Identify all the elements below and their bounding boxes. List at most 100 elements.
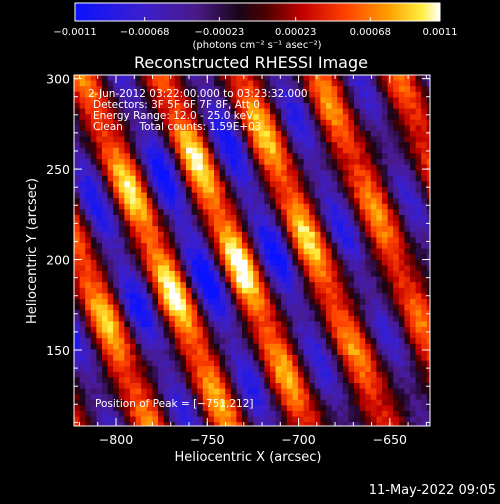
heatmap-cell: [270, 343, 276, 350]
heatmap-cell: [258, 383, 265, 389]
heatmap-cell: [303, 215, 310, 221]
heatmap-cell: [298, 237, 304, 244]
heatmap-cell: [320, 371, 327, 378]
heatmap-cell: [270, 159, 276, 165]
heatmap-cell: [382, 315, 388, 322]
heatmap-cell: [387, 215, 394, 221]
heatmap-cell: [376, 203, 383, 210]
heatmap-cell: [286, 237, 293, 244]
heatmap-cell: [102, 338, 108, 345]
heatmap-cell: [253, 231, 260, 238]
heatmap-cell: [152, 237, 159, 244]
heatmap-cell: [107, 416, 114, 423]
heatmap-cell: [314, 332, 321, 339]
heatmap-cell: [118, 75, 125, 81]
heatmap-cell: [326, 282, 332, 289]
heatmap-cell: [107, 181, 114, 188]
heatmap-cell: [410, 388, 416, 395]
heatmap-cell: [164, 428, 170, 434]
heatmap-cell: [191, 282, 198, 289]
heatmap-cell: [158, 220, 164, 227]
heatmap-cell: [270, 243, 276, 249]
heatmap-cell: [303, 304, 310, 311]
heatmap-cell: [180, 97, 187, 104]
heatmap-cell: [270, 265, 276, 272]
heatmap-cell: [387, 159, 394, 165]
heatmap-cell: [314, 405, 321, 412]
heatmap-cell: [393, 299, 400, 305]
heatmap-cell: [236, 136, 243, 143]
heatmap-cell: [174, 276, 181, 283]
heatmap-cell: [376, 131, 383, 137]
heatmap-cell: [286, 399, 293, 406]
heatmap-cell: [113, 187, 120, 193]
heatmap-cell: [258, 416, 265, 423]
heatmap-cell: [404, 383, 411, 389]
heatmap-cell: [225, 259, 232, 266]
heatmap-cell: [376, 405, 383, 412]
heatmap-cell: [275, 80, 282, 87]
heatmap-cell: [376, 282, 383, 289]
heatmap-cell: [174, 198, 181, 205]
heatmap-cell: [426, 175, 430, 182]
heatmap-cell: [421, 310, 428, 317]
heatmap-cell: [191, 153, 198, 160]
heatmap-cell: [219, 360, 226, 367]
heatmap-cell: [314, 383, 321, 389]
x-axis-label: Heliocentric X (arcsec): [175, 450, 322, 465]
heatmap-cell: [376, 91, 383, 98]
heatmap-cell: [370, 119, 377, 126]
heatmap-cell: [354, 293, 360, 300]
heatmap-cell: [359, 226, 366, 233]
heatmap-cell: [258, 198, 265, 205]
heatmap-cell: [146, 103, 153, 109]
heatmap-cell: [370, 198, 377, 205]
heatmap-cell: [264, 377, 271, 384]
heatmap-cell: [146, 147, 153, 154]
heatmap-cell: [152, 282, 159, 289]
heatmap-cell: [113, 243, 120, 249]
heatmap-cell: [208, 220, 215, 227]
heatmap-cell: [320, 175, 327, 182]
heatmap-cell: [331, 355, 338, 361]
heatmap-cell: [118, 136, 125, 143]
heatmap-cell: [398, 203, 405, 210]
heatmap-cell: [107, 198, 114, 205]
heatmap-cell: [107, 315, 114, 322]
heatmap-cell: [253, 315, 260, 322]
heatmap-cell: [309, 360, 316, 367]
heatmap-cell: [225, 75, 232, 81]
heatmap-cell: [118, 259, 125, 266]
heatmap-cell: [309, 343, 316, 350]
heatmap-cell: [342, 366, 349, 373]
heatmap-cell: [202, 411, 209, 417]
heatmap-cell: [186, 125, 192, 132]
heatmap-cell: [124, 220, 131, 227]
heatmap-cell: [74, 159, 80, 165]
heatmap-cell: [365, 428, 371, 434]
heatmap-cell: [102, 388, 108, 395]
heatmap-cell: [146, 259, 153, 266]
heatmap-cell: [410, 226, 416, 233]
heatmap-cell: [236, 428, 242, 434]
heatmap-cell: [342, 399, 349, 406]
heatmap-cell: [90, 142, 97, 149]
heatmap-cell: [393, 164, 400, 171]
heatmap-cell: [343, 428, 349, 434]
heatmap-cell: [337, 175, 344, 182]
heatmap-cell: [118, 355, 125, 361]
heatmap-cell: [85, 209, 92, 216]
heatmap-cell: [382, 136, 388, 143]
heatmap-cell: [331, 271, 338, 277]
heatmap-cell: [342, 125, 349, 132]
heatmap-cell: [191, 80, 198, 87]
heatmap-cell: [74, 75, 80, 81]
heatmap-cell: [326, 265, 332, 272]
heatmap-cell: [158, 209, 164, 216]
heatmap-cell: [270, 237, 276, 244]
heatmap-cell: [135, 254, 142, 261]
heatmap-cell: [382, 215, 388, 221]
heatmap-cell: [275, 271, 282, 277]
heatmap-cell: [376, 422, 383, 426]
heatmap-cell: [74, 338, 80, 345]
